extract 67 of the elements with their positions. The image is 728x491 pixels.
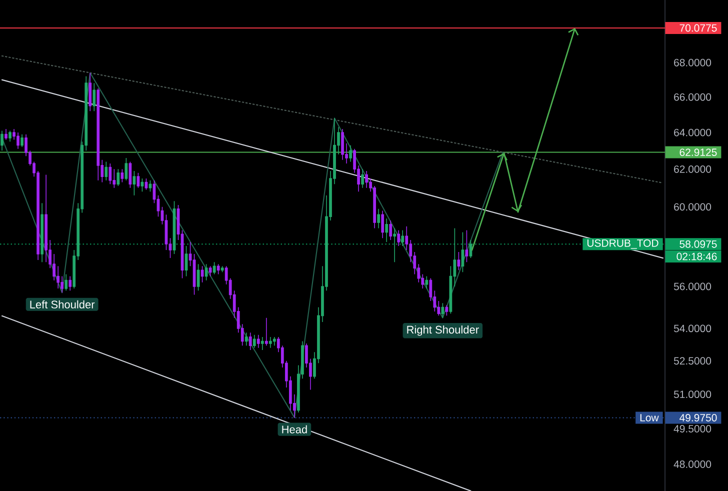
- annotation: Right Shoulder: [407, 326, 479, 336]
- candlestick: [349, 144, 352, 162]
- candlestick: [104, 161, 108, 181]
- y-tick-label: 60.0000: [674, 203, 712, 211]
- candlestick: [148, 180, 152, 192]
- candlestick: [20, 134, 24, 148]
- ref-line-label: 70.0775: [680, 24, 717, 32]
- candlestick: [268, 336, 272, 348]
- candlestick: [441, 302, 444, 318]
- y-tick-label: 49.5000: [674, 425, 712, 432]
- candlestick: [244, 332, 248, 346]
- line-series: [1, 72, 504, 418]
- candlestick: [216, 264, 220, 275]
- candlestick: [0, 130, 4, 152]
- candlestick: [256, 334, 260, 348]
- candlestick: [4, 128, 8, 140]
- candlestick: [204, 264, 208, 281]
- candlestick: [385, 218, 388, 242]
- candlestick: [212, 262, 216, 275]
- candlestick: [389, 220, 392, 240]
- y-tick-label: 51.0000: [674, 390, 712, 398]
- y-tick-label: 48.0000: [674, 460, 712, 468]
- candlestick: [401, 230, 404, 246]
- candlestick: [120, 168, 124, 183]
- candlestick: [445, 304, 448, 316]
- y-tick-label: 66.0000: [674, 93, 712, 101]
- annotation: Head: [282, 425, 307, 434]
- candlestick: [393, 228, 396, 262]
- candlestick: [116, 168, 120, 186]
- candlestick: [96, 88, 100, 181]
- candlestick: [264, 317, 268, 346]
- text: 02:18:46: [676, 252, 717, 260]
- candlestick: [132, 170, 136, 196]
- ref-line-label: 49.9750: [679, 414, 717, 422]
- candlestick: [124, 158, 128, 181]
- candlestick: [381, 210, 384, 238]
- candlestick: [68, 276, 72, 291]
- annotation: Left Shoulder: [30, 300, 95, 308]
- candlestick: [252, 334, 256, 348]
- candlestick: [92, 82, 96, 112]
- candlestick: [16, 132, 20, 150]
- y-tick-label: 56.0000: [674, 282, 712, 290]
- candlestick: [341, 128, 344, 160]
- candlestick: [397, 230, 400, 246]
- candlestick: [248, 332, 252, 350]
- candlestick: [108, 163, 112, 185]
- annotation: Low: [640, 414, 659, 422]
- candlestick: [220, 266, 224, 273]
- annotation: USDRUB_TOD: [587, 239, 658, 249]
- ref-line-label: 62.9125: [680, 148, 717, 156]
- candlestick: [272, 336, 276, 346]
- ref-line-label: 58.0975: [680, 240, 717, 248]
- candlestick: [40, 202, 44, 262]
- y-tick-label: 54.0000: [674, 324, 712, 332]
- candlestick: [361, 168, 364, 188]
- y-tick-label: 52.5000: [674, 357, 712, 365]
- candlestick: [88, 72, 92, 112]
- candlestick: [365, 170, 368, 188]
- candlestick: [425, 276, 428, 289]
- y-tick-label: 68.0000: [674, 58, 712, 66]
- candlestick: [377, 208, 380, 229]
- y-tick-label: 62.0000: [674, 165, 712, 173]
- candlestick: [208, 266, 212, 277]
- candlestick: [260, 336, 264, 350]
- candlestick: [64, 274, 68, 291]
- candlestick: [8, 130, 12, 142]
- y-tick-label: 64.0000: [674, 128, 712, 136]
